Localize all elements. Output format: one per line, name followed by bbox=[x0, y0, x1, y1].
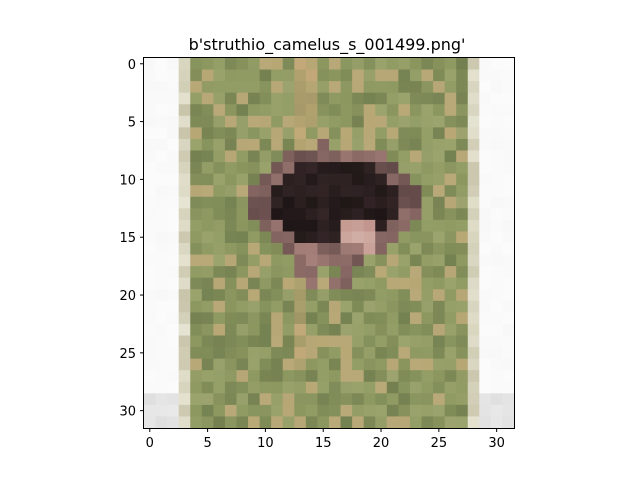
pixel-image bbox=[144, 58, 515, 429]
y-axis: 0 5 10 15 20 25 30 bbox=[119, 58, 144, 420]
y-tick-label: 5 bbox=[128, 116, 136, 131]
y-tick-label: 0 bbox=[128, 58, 136, 73]
x-tick-label: 30 bbox=[488, 436, 505, 451]
x-tick-label: 5 bbox=[203, 436, 211, 451]
y-tick-label: 20 bbox=[119, 289, 136, 304]
x-tick-label: 15 bbox=[315, 436, 332, 451]
y-tick-label: 10 bbox=[119, 173, 136, 188]
x-tick-label: 10 bbox=[257, 436, 274, 451]
x-tick-label: 20 bbox=[373, 436, 390, 451]
y-tick-label: 15 bbox=[119, 231, 136, 246]
x-tick-label: 0 bbox=[146, 436, 154, 451]
figure-title: b'struthio_camelus_s_001499.png' bbox=[189, 35, 466, 55]
axes-frame bbox=[143, 57, 515, 429]
y-tick-label: 25 bbox=[119, 347, 136, 362]
x-tick-label: 25 bbox=[431, 436, 448, 451]
y-tick-label: 30 bbox=[119, 405, 136, 420]
x-axis: 0 5 10 15 20 25 30 bbox=[146, 428, 505, 451]
